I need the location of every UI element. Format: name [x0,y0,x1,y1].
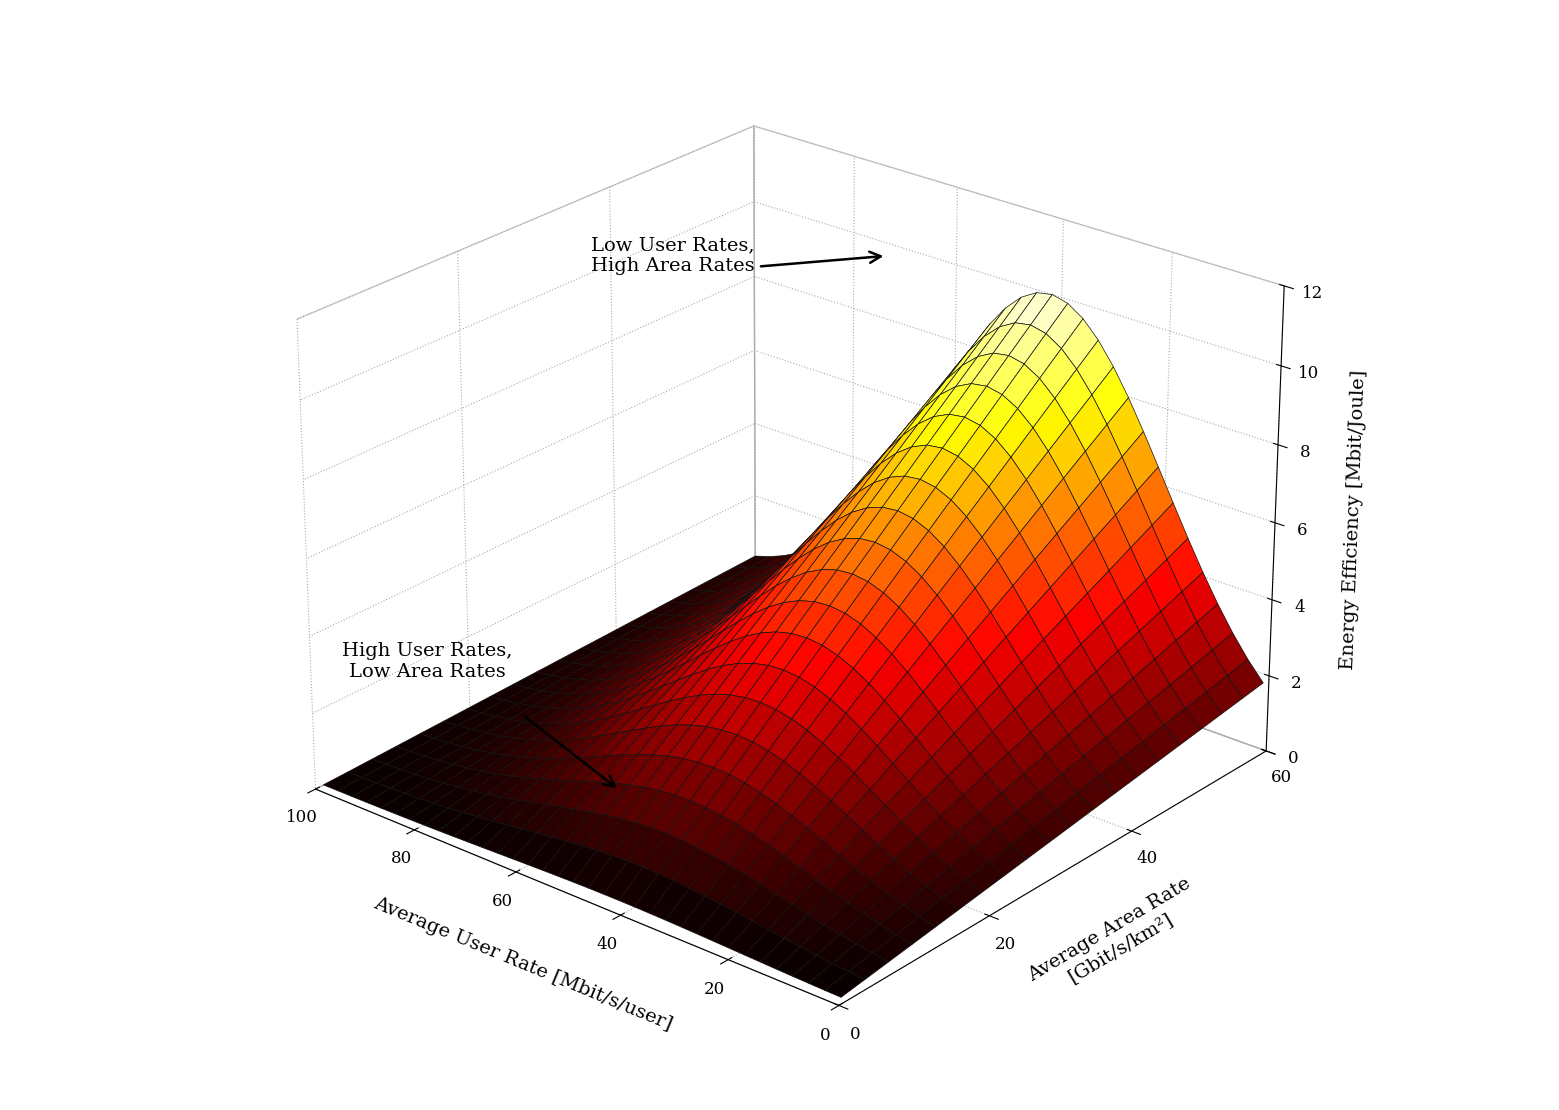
X-axis label: Average User Rate [Mbit/s/user]: Average User Rate [Mbit/s/user] [371,895,675,1033]
Y-axis label: Average Area Rate
[Gbit/s/km²]: Average Area Rate [Gbit/s/km²] [1024,875,1205,1003]
Text: High User Rates,
Low Area Rates: High User Rates, Low Area Rates [341,643,513,682]
Text: Low User Rates,
High Area Rates: Low User Rates, High Area Rates [591,236,755,275]
